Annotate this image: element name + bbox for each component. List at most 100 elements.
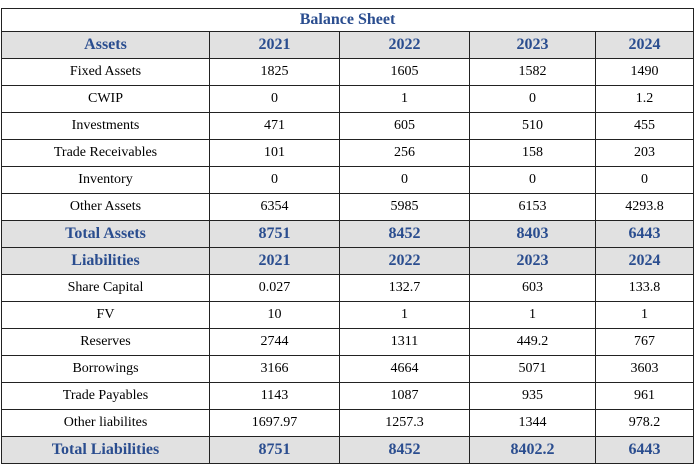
row-label: Other liabilites — [1, 409, 210, 437]
table-cell: 510 — [469, 112, 596, 140]
table-cell: 1344 — [469, 409, 596, 437]
table-cell: 133.8 — [594, 274, 694, 302]
table-cell: 455 — [594, 112, 694, 140]
table-cell: 1 — [339, 301, 470, 329]
year-header: 2023 — [469, 31, 596, 59]
table-cell: 961 — [594, 382, 694, 410]
total-cell: 6443 — [594, 220, 694, 248]
table-cell: 0.027 — [209, 274, 340, 302]
row-label: Trade Receivables — [1, 139, 210, 167]
table-cell: 6354 — [209, 193, 340, 221]
year-header: 2022 — [339, 247, 470, 275]
table-cell: 978.2 — [594, 409, 694, 437]
table-cell: 101 — [209, 139, 340, 167]
table-cell: 1697.97 — [209, 409, 340, 437]
title-row: Balance Sheet — [0, 8, 694, 32]
liabilities-header: Liabilities — [1, 247, 210, 275]
total-cell: 8751 — [209, 436, 340, 464]
total-cell: 8452 — [339, 220, 470, 248]
table-cell: 1 — [469, 301, 596, 329]
table-cell: 3603 — [594, 355, 694, 383]
assets-header-row: Assets 2021 2022 2023 2024 — [1, 31, 694, 59]
row-label: Borrowings — [1, 355, 210, 383]
table-row: Share Capital 0.027 132.7 603 133.8 — [1, 274, 694, 302]
balance-sheet-table: Balance Sheet Assets 2021 2022 2023 2024… — [0, 8, 694, 464]
row-label: Inventory — [1, 166, 210, 194]
total-label: Total Assets — [1, 220, 210, 248]
table-row: Other Assets 6354 5985 6153 4293.8 — [1, 193, 694, 221]
table-cell: 3166 — [209, 355, 340, 383]
table-cell: 1.2 — [594, 85, 694, 113]
table-cell: 0 — [209, 85, 340, 113]
table-cell: 2744 — [209, 328, 340, 356]
table-cell: 1490 — [594, 58, 694, 86]
table-row: Borrowings 3166 4664 5071 3603 — [1, 355, 694, 383]
table-cell: 767 — [594, 328, 694, 356]
table-cell: 132.7 — [339, 274, 470, 302]
table-cell: 4664 — [339, 355, 470, 383]
liabilities-header-row: Liabilities 2021 2022 2023 2024 — [1, 247, 694, 275]
table-cell: 1257.3 — [339, 409, 470, 437]
table-row: Other liabilites 1697.97 1257.3 1344 978… — [1, 409, 694, 437]
row-label: CWIP — [1, 85, 210, 113]
row-label: Other Assets — [1, 193, 210, 221]
total-cell: 8751 — [209, 220, 340, 248]
total-cell: 8452 — [339, 436, 470, 464]
table-cell: 471 — [209, 112, 340, 140]
row-label: Fixed Assets — [1, 58, 210, 86]
table-cell: 203 — [594, 139, 694, 167]
row-label: Share Capital — [1, 274, 210, 302]
table-cell: 1582 — [469, 58, 596, 86]
table-cell: 1 — [594, 301, 694, 329]
table-row: Fixed Assets 1825 1605 1582 1490 — [1, 58, 694, 86]
balance-sheet: Balance Sheet Assets 2021 2022 2023 2024… — [0, 8, 694, 464]
year-header: 2022 — [339, 31, 470, 59]
total-cell: 8403 — [469, 220, 596, 248]
table-cell: 1605 — [339, 58, 470, 86]
table-cell: 603 — [469, 274, 596, 302]
year-header: 2024 — [594, 247, 694, 275]
year-header: 2023 — [469, 247, 596, 275]
table-cell: 1087 — [339, 382, 470, 410]
table-cell: 605 — [339, 112, 470, 140]
table-row: Trade Receivables 101 256 158 203 — [1, 139, 694, 167]
table-cell: 0 — [469, 166, 596, 194]
table-cell: 1143 — [209, 382, 340, 410]
table-row: FV 10 1 1 1 — [1, 301, 694, 329]
table-cell: 935 — [469, 382, 596, 410]
row-label: Trade Payables — [1, 382, 210, 410]
table-row: Inventory 0 0 0 0 — [1, 166, 694, 194]
row-label: Reserves — [1, 328, 210, 356]
table-cell: 256 — [339, 139, 470, 167]
table-cell: 0 — [469, 85, 596, 113]
table-cell: 1825 — [209, 58, 340, 86]
assets-header: Assets — [1, 31, 210, 59]
table-cell: 5985 — [339, 193, 470, 221]
table-row: CWIP 0 1 0 1.2 — [1, 85, 694, 113]
table-cell: 0 — [209, 166, 340, 194]
year-header: 2021 — [209, 31, 340, 59]
table-cell: 4293.8 — [594, 193, 694, 221]
table-cell: 1311 — [339, 328, 470, 356]
total-cell: 8402.2 — [469, 436, 596, 464]
table-cell: 5071 — [469, 355, 596, 383]
total-assets-row: Total Assets 8751 8452 8403 6443 — [1, 220, 694, 248]
table-cell: 10 — [209, 301, 340, 329]
table-cell: 158 — [469, 139, 596, 167]
table-cell: 449.2 — [469, 328, 596, 356]
table-row: Investments 471 605 510 455 — [1, 112, 694, 140]
total-label: Total Liabilities — [1, 436, 210, 464]
row-label: FV — [1, 301, 210, 329]
table-row: Reserves 2744 1311 449.2 767 — [1, 328, 694, 356]
table-title: Balance Sheet — [0, 8, 694, 32]
table-cell: 0 — [339, 166, 470, 194]
table-cell: 6153 — [469, 193, 596, 221]
total-liabilities-row: Total Liabilities 8751 8452 8402.2 6443 — [1, 436, 694, 464]
table-cell: 1 — [339, 85, 470, 113]
table-cell: 0 — [594, 166, 694, 194]
row-label: Investments — [1, 112, 210, 140]
table-row: Trade Payables 1143 1087 935 961 — [1, 382, 694, 410]
total-cell: 6443 — [594, 436, 694, 464]
year-header: 2024 — [594, 31, 694, 59]
year-header: 2021 — [209, 247, 340, 275]
